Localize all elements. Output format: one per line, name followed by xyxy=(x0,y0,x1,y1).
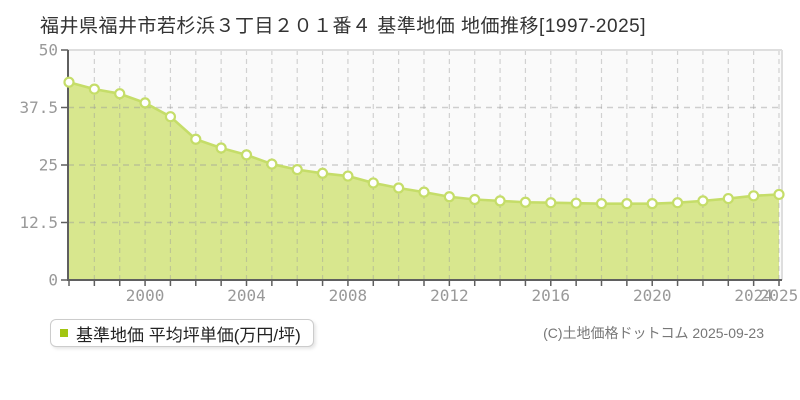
data-point-marker xyxy=(63,76,75,88)
data-point-marker xyxy=(114,88,126,100)
data-point-marker xyxy=(697,195,709,207)
data-point-marker xyxy=(621,198,633,210)
x-axis-tick-label: 2012 xyxy=(430,286,469,305)
data-point-marker xyxy=(570,197,582,209)
x-axis-tick-label: 2000 xyxy=(126,286,165,305)
x-axis-tick-label: 2024 xyxy=(734,286,773,305)
data-point-marker xyxy=(469,193,481,206)
data-point-marker xyxy=(342,170,354,182)
data-point-marker xyxy=(443,191,455,203)
data-point-marker xyxy=(266,158,278,170)
data-point-marker xyxy=(595,198,608,210)
data-point-marker xyxy=(291,164,303,176)
data-point-marker xyxy=(316,167,329,179)
data-point-marker xyxy=(545,197,557,209)
data-point-marker xyxy=(190,133,202,145)
area-fill xyxy=(69,82,779,280)
y-axis-tick-label: 25 xyxy=(39,156,58,175)
y-axis-tick-label: 12.5 xyxy=(19,213,58,232)
legend-marker-square xyxy=(60,329,68,337)
y-axis-tick-label: 0 xyxy=(48,271,58,290)
x-axis-tick-label: 2020 xyxy=(633,286,672,305)
data-point-marker xyxy=(748,190,760,202)
legend-label: 基準地価 平均坪単価(万円/坪) xyxy=(76,325,301,345)
data-point-marker xyxy=(240,149,253,161)
data-point-marker xyxy=(494,195,506,207)
data-point-marker xyxy=(646,198,658,210)
data-point-marker xyxy=(519,196,532,208)
chart-title: 福井県福井市若杉浜３丁目２０１番４ 基準地価 地価推移[1997-2025] xyxy=(40,16,646,37)
data-point-marker xyxy=(722,192,734,205)
x-axis-tick-label: 2025 xyxy=(760,286,799,305)
legend: 基準地価 平均坪単価(万円/坪) xyxy=(50,319,314,347)
data-point-marker xyxy=(393,182,405,194)
data-point-marker xyxy=(418,186,430,198)
x-axis-tick-label: 2016 xyxy=(532,286,571,305)
data-point-marker xyxy=(367,177,379,189)
data-point-marker xyxy=(88,83,100,95)
data-point-marker xyxy=(139,97,151,109)
y-axis-tick-label: 37.5 xyxy=(19,98,58,117)
y-axis-tick-label: 50 xyxy=(39,41,58,60)
data-point-marker xyxy=(671,197,684,209)
data-point-marker xyxy=(164,111,177,123)
copyright-text: (C)土地価格ドットコム 2025-09-23 xyxy=(543,325,764,341)
x-axis-tick-label: 2004 xyxy=(227,286,266,305)
data-point-marker xyxy=(773,188,785,201)
x-axis-tick-label: 2008 xyxy=(329,286,368,305)
data-point-marker xyxy=(215,142,227,154)
